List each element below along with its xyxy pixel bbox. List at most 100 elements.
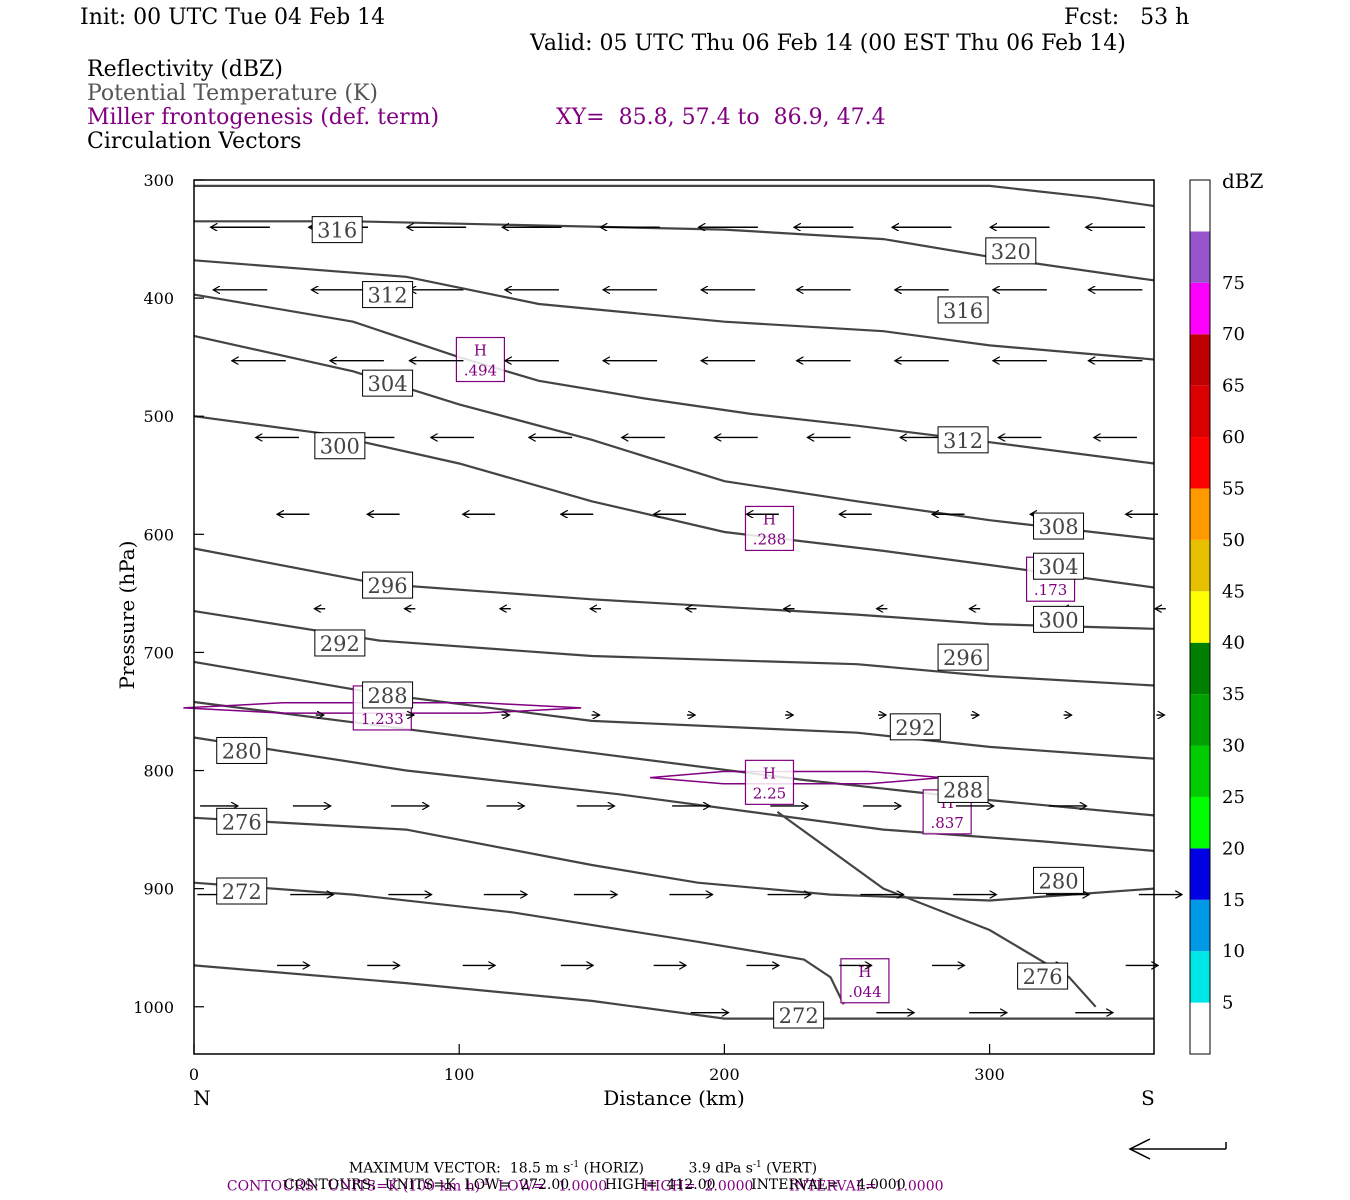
fronto-max-label-0: H .494 <box>455 336 506 383</box>
fronto-max-label-4: H 2.25 <box>744 759 795 805</box>
cross-section-xy: XY= 85.8, 57.4 to 86.9, 47.4 <box>556 105 886 130</box>
colorbar-level-65: 65 <box>1222 376 1245 397</box>
fronto-max-value-1: .288 <box>753 530 786 548</box>
theta-label-text-15: 280 <box>222 739 262 763</box>
theta-label-12: 296 <box>937 643 989 671</box>
fronto-max-value-4: 2.25 <box>753 784 786 802</box>
theta-contour-info: CONTOURS: UNITS=K LOW= 272.00 HIGH= 412.… <box>284 1177 906 1193</box>
fronto-max-label-1: H .288 <box>744 505 795 552</box>
theta-label-1: 320 <box>985 237 1037 265</box>
field-reflectivity: Reflectivity (dBZ) <box>87 57 283 82</box>
theta-label-text-1: 320 <box>991 240 1031 264</box>
colorbar-segment-14 <box>1190 282 1210 335</box>
theta-label-text-17: 276 <box>222 810 262 834</box>
theta-contour-272-14 <box>193 964 1154 1020</box>
theta-contour-320-0 <box>194 184 1155 208</box>
colorbar-segment-15 <box>1190 231 1210 283</box>
theta-label-7: 308 <box>1033 512 1085 540</box>
x-tick-label-3: 300 <box>974 1065 1005 1084</box>
x-end-label-left: N <box>193 1086 211 1110</box>
theta-label-11: 292 <box>314 629 366 657</box>
colorbar-segment-13 <box>1190 334 1210 386</box>
colorbar-segment-0 <box>1190 1002 1210 1054</box>
theta-label-text-20: 276 <box>1023 965 1063 989</box>
theta-label-text-0: 316 <box>317 219 357 243</box>
colorbar-level-50: 50 <box>1222 530 1245 551</box>
theta-label-14: 292 <box>889 713 941 741</box>
colorbar-level-15: 15 <box>1222 890 1245 911</box>
colorbar-segment-7 <box>1190 642 1210 695</box>
colorbar-level-40: 40 <box>1222 633 1245 654</box>
colorbar-level-10: 10 <box>1222 941 1245 962</box>
fronto-max-h-4: H <box>763 764 776 782</box>
colorbar-level-70: 70 <box>1222 324 1245 345</box>
field-miller-frontogenesis: Miller frontogenesis (def. term) <box>87 105 440 130</box>
y-axis-label: Pressure (hPa) <box>115 541 139 690</box>
theta-label-0: 316 <box>311 216 363 244</box>
field-potential-temperature: Potential Temperature (K) <box>87 81 378 106</box>
colorbar-level-5: 5 <box>1222 993 1233 1014</box>
theta-label-text-10: 300 <box>1038 608 1078 632</box>
theta-label-text-5: 300 <box>320 435 360 459</box>
theta-label-15: 280 <box>216 736 268 764</box>
theta-label-17: 276 <box>216 807 268 835</box>
theta-contour-284-9 <box>193 700 1155 817</box>
y-tick-label-7: 1000 <box>133 998 174 1017</box>
colorbar-segment-1 <box>1190 951 1210 1003</box>
theta-contour-272-12 <box>193 881 845 1005</box>
colorbar-segment-16 <box>1190 180 1210 232</box>
colorbar-level-25: 25 <box>1222 787 1245 808</box>
fronto-max-value-2: .173 <box>1034 581 1067 599</box>
theta-contour-276-11 <box>193 816 1155 902</box>
colorbar-level-35: 35 <box>1222 684 1245 705</box>
theta-label-text-11: 292 <box>320 632 360 656</box>
x-tick-label-0: 0 <box>189 1065 199 1084</box>
plot-frame <box>193 179 1155 1055</box>
theta-label-text-13: 288 <box>368 684 408 708</box>
y-tick-label-2: 500 <box>143 407 174 426</box>
theta-label-text-19: 272 <box>222 880 262 904</box>
colorbar-segment-2 <box>1190 899 1210 952</box>
y-tick-label-4: 700 <box>143 643 174 662</box>
y-tick-label-5: 800 <box>143 762 174 781</box>
fronto-max-value-3: 1.233 <box>361 710 404 728</box>
theta-label-text-21: 272 <box>779 1004 819 1028</box>
theta-label-18: 280 <box>1033 866 1085 894</box>
x-tick-label-2: 200 <box>709 1065 740 1084</box>
colorbar-level-30: 30 <box>1222 736 1245 757</box>
theta-label-text-2: 312 <box>368 284 408 308</box>
theta-label-20: 276 <box>1017 962 1069 990</box>
colorbar-level-20: 20 <box>1222 838 1245 859</box>
theta-contour-288-8 <box>193 660 1155 760</box>
y-tick-label-3: 600 <box>143 525 174 544</box>
theta-contour-276-13 <box>776 811 1097 1008</box>
x-end-label-right: S <box>1141 1086 1155 1110</box>
theta-label-21: 272 <box>773 1001 825 1029</box>
x-tick-label-1: 100 <box>444 1065 475 1084</box>
theta-label-text-9: 296 <box>368 574 408 598</box>
y-tick-label-6: 900 <box>143 880 174 899</box>
fronto-max-value-0: .494 <box>464 362 497 380</box>
field-circulation-vectors: Circulation Vectors <box>87 129 302 154</box>
colorbar-unit: dBZ <box>1222 169 1264 193</box>
colorbar-level-75: 75 <box>1222 273 1245 294</box>
fronto-max-h-0: H <box>474 342 487 360</box>
theta-label-10: 300 <box>1033 605 1085 633</box>
theta-contour-280-10 <box>193 736 1155 852</box>
theta-label-3: 316 <box>937 296 989 324</box>
y-tick-label-0: 300 <box>143 171 174 190</box>
theta-label-text-7: 308 <box>1038 515 1078 539</box>
colorbar-segment-10 <box>1190 488 1210 540</box>
theta-label-4: 304 <box>362 369 414 397</box>
theta-label-text-6: 312 <box>943 429 983 453</box>
max-vector-line: MAXIMUM VECTOR: 18.5 m s-1 (HORIZ) 3.9 d… <box>348 1160 818 1177</box>
theta-label-text-4: 304 <box>368 372 408 396</box>
fronto-contour-1 <box>650 770 942 785</box>
theta-label-text-8: 304 <box>1038 555 1078 579</box>
theta-label-2: 312 <box>362 281 414 309</box>
colorbar-level-45: 45 <box>1222 581 1245 602</box>
colorbar-segment-11 <box>1190 437 1210 489</box>
colorbar-segment-8 <box>1190 591 1210 643</box>
colorbar-segment-6 <box>1190 694 1210 746</box>
colorbar-segment-3 <box>1190 848 1210 900</box>
